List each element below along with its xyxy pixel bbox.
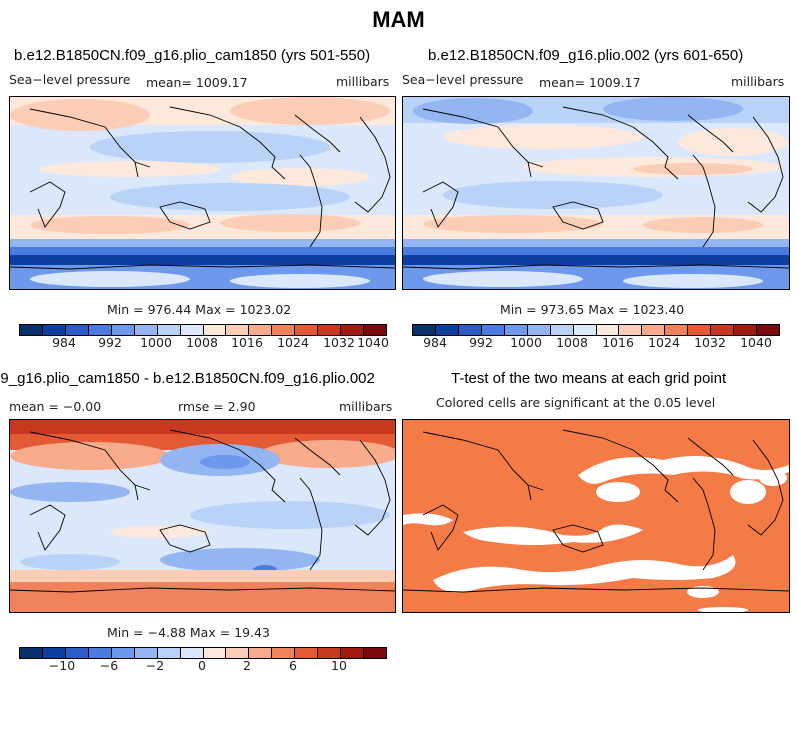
colorbar-swatch (341, 648, 365, 658)
panel1-minmax: Min = 976.44 Max = 1023.02 (107, 302, 292, 317)
colorbar-tick: 0 (198, 658, 206, 673)
colorbar-swatch (295, 648, 319, 658)
panel4-significance-map (402, 419, 790, 613)
colorbar-swatch (20, 325, 43, 335)
colorbar-tick: 1040 (357, 335, 389, 350)
colorbar-tick: 1000 (510, 335, 542, 350)
colorbar-tick: −2 (145, 658, 165, 673)
colorbar-swatch (619, 325, 643, 335)
colorbar-tick: 1024 (648, 335, 680, 350)
colorbar-swatch (249, 648, 273, 658)
colorbar-swatch (481, 325, 505, 335)
panel1-title: b.e12.B1850CN.f09_g16.plio_cam1850 (yrs … (14, 47, 371, 64)
panel1-slp-map (9, 96, 396, 290)
panel1-variable: Sea−level pressure (9, 72, 131, 87)
colorbar-swatch (42, 648, 66, 658)
panel3-units: millibars (339, 399, 393, 414)
colorbar-tick: 10 (331, 658, 347, 673)
panel4-title: T-test of the two means at each grid poi… (451, 370, 727, 387)
colorbar-swatch (20, 648, 43, 658)
panel2-colorbar (412, 324, 780, 336)
colorbar-swatch (272, 648, 296, 658)
colorbar-swatch (134, 325, 158, 335)
colorbar-swatch (180, 648, 204, 658)
colorbar-tick: −6 (99, 658, 119, 673)
colorbar-swatch (157, 325, 181, 335)
colorbar-swatch (295, 325, 319, 335)
colorbar-tick: 1024 (277, 335, 309, 350)
colorbar-swatch (665, 325, 689, 335)
colorbar-swatch (413, 325, 436, 335)
panel1-mean: mean= 1009.17 (146, 75, 248, 90)
colorbar-swatch (364, 325, 386, 335)
panel3-title-clip: b.e12.B1850CN.f09_g16.plio_cam1850 - b.e… (0, 368, 397, 390)
panel2-variable: Sea−level pressure (402, 72, 524, 87)
colorbar-swatch (111, 325, 135, 335)
colorbar-swatch (642, 325, 666, 335)
panel2-minmax: Min = 973.65 Max = 1023.40 (500, 302, 685, 317)
colorbar-swatch (180, 325, 204, 335)
colorbar-tick: 1000 (140, 335, 172, 350)
colorbar-swatch (65, 325, 89, 335)
colorbar-tick: 6 (289, 658, 297, 673)
colorbar-tick: 992 (98, 335, 122, 350)
panel2-units: millibars (731, 74, 785, 89)
panel2-mean: mean= 1009.17 (539, 75, 641, 90)
colorbar-swatch (596, 325, 620, 335)
colorbar-swatch (65, 648, 89, 658)
panel2-title: b.e12.B1850CN.f09_g16.plio.002 (yrs 601-… (428, 47, 744, 64)
panel3-minmax: Min = −4.88 Max = 19.43 (107, 625, 270, 640)
colorbar-tick: 1008 (186, 335, 218, 350)
colorbar-tick: 1032 (694, 335, 726, 350)
colorbar-swatch (111, 648, 135, 658)
colorbar-tick: −10 (48, 658, 76, 673)
colorbar-swatch (734, 325, 758, 335)
colorbar-swatch (42, 325, 66, 335)
panel3-title: b.e12.B1850CN.f09_g16.plio_cam1850 - b.e… (0, 370, 375, 387)
panel2-slp-map (402, 96, 790, 290)
colorbar-tick: 2 (243, 658, 251, 673)
colorbar-swatch (134, 648, 158, 658)
colorbar-swatch (226, 325, 250, 335)
colorbar-swatch (757, 325, 779, 335)
colorbar-tick: 984 (52, 335, 76, 350)
colorbar-swatch (341, 325, 365, 335)
colorbar-swatch (435, 325, 459, 335)
colorbar-tick: 1016 (602, 335, 634, 350)
colorbar-swatch (711, 325, 735, 335)
colorbar-swatch (688, 325, 712, 335)
colorbar-swatch (203, 648, 227, 658)
colorbar-tick: 1040 (740, 335, 772, 350)
colorbar-swatch (226, 648, 250, 658)
colorbar-swatch (88, 325, 112, 335)
colorbar-tick: 1016 (231, 335, 263, 350)
colorbar-swatch (364, 648, 386, 658)
colorbar-swatch (458, 325, 482, 335)
colorbar-tick: 992 (469, 335, 493, 350)
colorbar-swatch (318, 325, 342, 335)
panel3-rmse: rmse = 2.90 (178, 399, 256, 414)
panel4-subtitle: Colored cells are significant at the 0.0… (436, 395, 716, 410)
panel3-mean: mean = −0.00 (9, 399, 102, 414)
colorbar-swatch (504, 325, 528, 335)
colorbar-swatch (527, 325, 551, 335)
page-title: MAM (372, 7, 425, 32)
colorbar-swatch (88, 648, 112, 658)
colorbar-swatch (272, 325, 296, 335)
panel3-diff-map (9, 419, 396, 613)
colorbar-swatch (157, 648, 181, 658)
colorbar-swatch (203, 325, 227, 335)
colorbar-swatch (249, 325, 273, 335)
colorbar-swatch (550, 325, 574, 335)
panel1-units: millibars (336, 74, 390, 89)
colorbar-tick: 1032 (323, 335, 355, 350)
colorbar-swatch (573, 325, 597, 335)
panel3-colorbar (19, 647, 387, 659)
colorbar-tick: 984 (423, 335, 447, 350)
colorbar-swatch (318, 648, 342, 658)
colorbar-tick: 1008 (556, 335, 588, 350)
panel1-colorbar (19, 324, 387, 336)
